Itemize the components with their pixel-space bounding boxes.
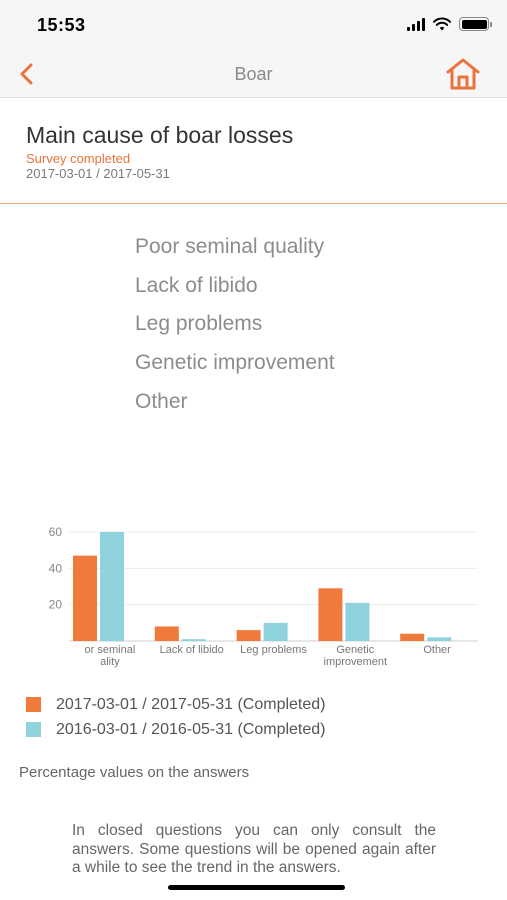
status-bar: 15:53 bbox=[0, 0, 507, 50]
legend-label: 2016-03-01 / 2016-05-31 (Completed) bbox=[56, 720, 326, 738]
x-tick-label: or seminal bbox=[85, 644, 136, 656]
bar bbox=[154, 626, 179, 641]
survey-date-range: 2017-03-01 / 2017-05-31 bbox=[26, 166, 170, 181]
x-tick-label: ality bbox=[100, 656, 120, 668]
x-tick-label: improvement bbox=[324, 656, 388, 668]
back-button[interactable] bbox=[8, 56, 44, 92]
legend-swatch bbox=[26, 697, 41, 712]
x-tick-label: Other bbox=[423, 644, 451, 656]
x-tick-label: Leg problems bbox=[240, 644, 307, 656]
x-tick-label: Genetic bbox=[336, 644, 374, 656]
answer-item: Poor seminal quality bbox=[135, 235, 325, 258]
home-indicator bbox=[168, 885, 345, 890]
status-time: 15:53 bbox=[37, 15, 86, 35]
chart-legend: 2017-03-01 / 2017-05-31 (Completed) 2016… bbox=[26, 692, 326, 742]
percentage-note: Percentage values on the answers bbox=[19, 764, 250, 781]
bar bbox=[400, 633, 425, 641]
legend-swatch bbox=[26, 722, 41, 737]
chevron-left-icon bbox=[20, 63, 33, 85]
y-tick-label: 40 bbox=[49, 561, 63, 575]
x-tick-label: Lack of libido bbox=[160, 644, 224, 656]
info-text: In closed questions you can only consult… bbox=[72, 822, 436, 876]
legend-label: 2017-03-01 / 2017-05-31 (Completed) bbox=[56, 695, 326, 713]
legend-item-current: 2017-03-01 / 2017-05-31 (Completed) bbox=[26, 692, 326, 717]
y-tick-label: 20 bbox=[49, 598, 63, 612]
battery-level bbox=[461, 19, 487, 29]
bar bbox=[345, 602, 370, 641]
bar bbox=[318, 588, 343, 641]
bar bbox=[427, 637, 452, 641]
header-divider bbox=[0, 203, 507, 204]
answer-item: Lack of libido bbox=[135, 273, 258, 297]
home-icon bbox=[446, 58, 480, 90]
answer-list: Poor seminal quality Lack of libido Leg … bbox=[135, 232, 335, 425]
battery-icon bbox=[459, 17, 492, 31]
answer-item: Other bbox=[135, 389, 188, 413]
home-button[interactable] bbox=[443, 54, 483, 94]
bar bbox=[181, 639, 206, 641]
nav-title: Boar bbox=[234, 64, 273, 84]
bar bbox=[73, 555, 97, 641]
answer-item: Genetic improvement bbox=[135, 351, 335, 375]
survey-status: Survey completed bbox=[26, 151, 131, 166]
legend-item-previous: 2016-03-01 / 2016-05-31 (Completed) bbox=[26, 717, 326, 742]
bar bbox=[236, 630, 261, 641]
navigation-bar: Boar bbox=[0, 50, 507, 98]
question-title: Main cause of boar losses bbox=[26, 122, 294, 148]
cellular-signal-icon bbox=[407, 17, 425, 31]
y-tick-label: 60 bbox=[49, 525, 63, 539]
bar bbox=[100, 532, 124, 641]
bar bbox=[263, 622, 288, 641]
answer-item: Leg problems bbox=[135, 312, 263, 336]
wifi-icon bbox=[433, 17, 451, 31]
status-icons bbox=[407, 17, 492, 31]
